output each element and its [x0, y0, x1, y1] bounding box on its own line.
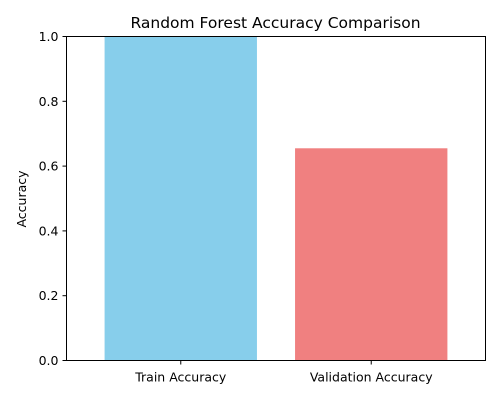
y-ticks-group: 0.0 0.2 0.4 0.6 0.8 1.0 [39, 29, 67, 368]
y-tick-label: 0.2 [39, 288, 59, 303]
chart-title: Random Forest Accuracy Comparison [130, 14, 420, 32]
plot-frame [66, 36, 486, 361]
y-tick-label: 0.4 [39, 223, 59, 238]
y-tick-label: 0.6 [39, 159, 59, 174]
y-axis-label: Accuracy [14, 170, 29, 228]
y-tick-label: 0.0 [39, 353, 59, 368]
bar-validation-accuracy [295, 148, 448, 361]
y-tick-label: 0.8 [39, 94, 59, 109]
bar-train-accuracy [104, 36, 257, 361]
x-tick-label: Validation Accuracy [310, 370, 433, 385]
y-tick-label: 1.0 [39, 29, 59, 44]
x-tick-label: Train Accuracy [134, 370, 227, 385]
bars-group [104, 36, 448, 361]
x-ticks-group: Train Accuracy Validation Accuracy [134, 360, 433, 385]
